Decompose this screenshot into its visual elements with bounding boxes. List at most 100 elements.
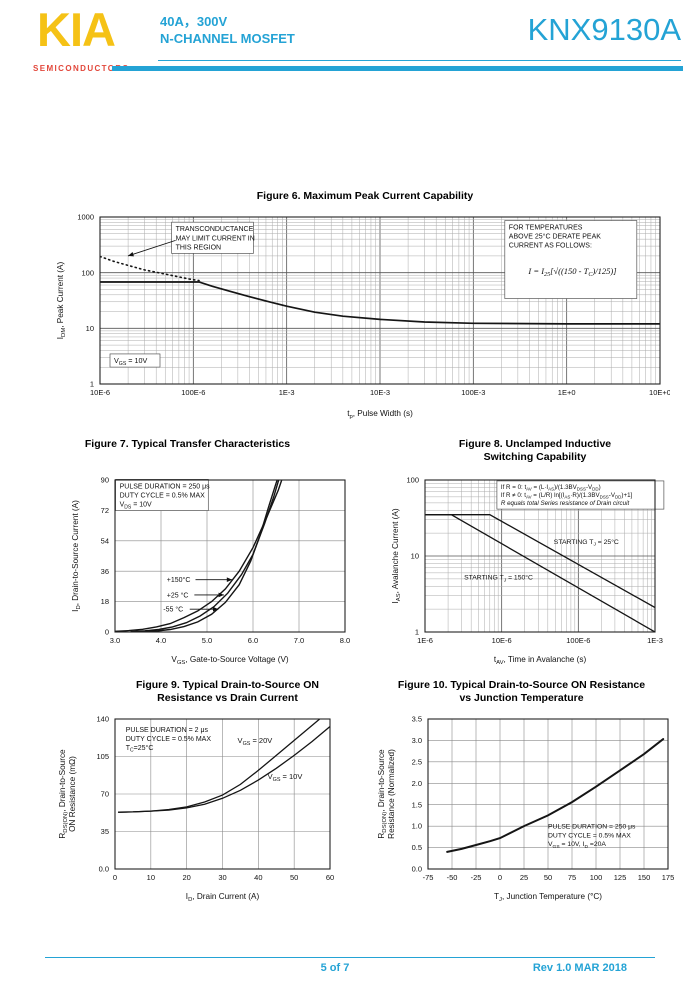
- header-rule-thin: [158, 60, 681, 61]
- svg-text:100E-6: 100E-6: [566, 636, 590, 645]
- svg-text:STARTING TJ = 25°C: STARTING TJ = 25°C: [554, 538, 619, 548]
- rdson-normalized-curve: [446, 738, 665, 853]
- svg-text:105: 105: [96, 752, 109, 761]
- svg-text:25: 25: [520, 873, 528, 882]
- svg-text:5.0: 5.0: [202, 636, 212, 645]
- kia-logo-subtext: SEMICONDUCTORS: [33, 64, 130, 73]
- svg-text:3.0: 3.0: [412, 736, 422, 745]
- figure-6-title: Figure 6. Maximum Peak Current Capabilit…: [256, 190, 474, 202]
- svg-text:DUTY CYCLE = 0.5% MAX: DUTY CYCLE = 0.5% MAX: [126, 736, 212, 743]
- peak-current-limit: [100, 281, 660, 325]
- svg-text:1.0: 1.0: [412, 822, 422, 831]
- fig6-svg: TRANSCONDUCTANCE MAY LIMIT CURRENT IN THIS…: [56, 213, 671, 420]
- svg-text:7.0: 7.0: [294, 636, 304, 645]
- curve-minus-55C: [141, 480, 278, 632]
- svg-text:1000: 1000: [77, 213, 94, 222]
- svg-text:72: 72: [101, 506, 109, 515]
- svg-text:10E-6: 10E-6: [492, 636, 512, 645]
- svg-text:10E-6: 10E-6: [90, 388, 110, 397]
- svg-text:ON Resistance (mΩ): ON Resistance (mΩ): [68, 756, 77, 832]
- svg-text:0.0: 0.0: [99, 865, 109, 874]
- svg-text:VGS = 10V: VGS = 10V: [268, 772, 303, 783]
- svg-text:1E-6: 1E-6: [417, 636, 433, 645]
- svg-text:PULSE DURATION = 2 μs: PULSE DURATION = 2 μs: [126, 727, 209, 734]
- svg-text:RDS(ON), Drain-to-Source: RDS(ON), Drain-to-Source: [377, 749, 388, 839]
- fig7-svg: PULSE DURATION = 250 μs DUTY CYCLE = 0.5%…: [71, 476, 350, 666]
- figure-8-title: Figure 8. Unclamped Inductive Switching …: [458, 438, 612, 463]
- svg-text:CURRENT AS FOLLOWS:: CURRENT AS FOLLOWS:: [509, 243, 592, 250]
- svg-text:DUTY CYCLE = 0.5% MAX: DUTY CYCLE = 0.5% MAX: [548, 832, 631, 839]
- svg-text:FOR TEMPERATURES: FOR TEMPERATURES: [509, 225, 583, 232]
- svg-text:1: 1: [415, 628, 419, 637]
- figure-9-chart: PULSE DURATION = 2 μs DUTY CYCLE = 0.5% M…: [45, 713, 360, 910]
- svg-text:THIS REGION: THIS REGION: [176, 244, 222, 251]
- figure-7-chart: PULSE DURATION = 250 μs DUTY CYCLE = 0.5%…: [45, 472, 360, 675]
- svg-text:TRANSCONDUCTANCE: TRANSCONDUCTANCE: [176, 226, 254, 233]
- svg-text:175: 175: [662, 873, 675, 882]
- svg-text:75: 75: [568, 873, 576, 882]
- svg-text:-75: -75: [423, 873, 434, 882]
- device-rating: 40A，300V: [160, 14, 228, 29]
- figure-9: Figure 9. Typical Drain-to-Source ON Res…: [45, 679, 360, 910]
- svg-text:-50: -50: [447, 873, 458, 882]
- part-number: KNX9130A: [527, 12, 681, 47]
- svg-text:20: 20: [182, 873, 190, 882]
- svg-text:RDS(ON), Drain-to-Source: RDS(ON), Drain-to-Source: [58, 749, 69, 839]
- svg-text:STARTING TJ = 150°C: STARTING TJ = 150°C: [464, 574, 533, 584]
- svg-text:0: 0: [105, 628, 109, 637]
- svg-text:2.5: 2.5: [412, 757, 422, 766]
- svg-text:100: 100: [590, 873, 603, 882]
- svg-text:PULSE DURATION = 250 μs: PULSE DURATION = 250 μs: [548, 824, 636, 831]
- starting-tj-150C: [425, 514, 655, 632]
- svg-text:100: 100: [81, 268, 94, 277]
- svg-text:ABOVE 25°C DERATE PEAK: ABOVE 25°C DERATE PEAK: [509, 233, 601, 241]
- figure-10: Figure 10. Typical Drain-to-Source ON Re…: [370, 679, 688, 910]
- svg-text:IDM, Peak Current (A): IDM, Peak Current (A): [56, 262, 67, 340]
- svg-text:6.0: 6.0: [248, 636, 258, 645]
- device-summary: 40A，300V N-CHANNEL MOSFET: [160, 13, 295, 47]
- svg-text:70: 70: [101, 790, 109, 799]
- svg-text:ID, Drain-to-Source Current (A: ID, Drain-to-Source Current (A): [71, 500, 82, 612]
- svg-text:Resistance (Normalized): Resistance (Normalized): [387, 749, 396, 839]
- page-number: 5 of 7: [320, 962, 350, 974]
- svg-text:50: 50: [544, 873, 552, 882]
- svg-text:DUTY CYCLE = 0.5% MAX: DUTY CYCLE = 0.5% MAX: [120, 492, 206, 499]
- svg-text:54: 54: [101, 536, 109, 545]
- transconductance-limited-region: [100, 255, 200, 282]
- svg-text:0.0: 0.0: [412, 865, 422, 874]
- svg-text:150: 150: [638, 873, 651, 882]
- svg-text:90: 90: [101, 476, 109, 485]
- svg-text:60: 60: [326, 873, 334, 882]
- svg-text:R equals total Series resistan: R equals total Series resistance of Drai…: [501, 500, 630, 507]
- svg-text:-55 °C: -55 °C: [163, 606, 183, 614]
- device-type: N-CHANNEL MOSFET: [160, 31, 295, 46]
- starting-tj-25C: [425, 514, 655, 609]
- figure-8-chart: If R = 0: tAV = (L·IAS)/(1.3BVDSS-VDD) If…: [385, 472, 685, 675]
- svg-text:2.0: 2.0: [412, 779, 422, 788]
- svg-text:VGS, Gate-to-Source Voltage (V: VGS, Gate-to-Source Voltage (V): [171, 655, 289, 666]
- figure-6-chart: TRANSCONDUCTANCE MAY LIMIT CURRENT IN THIS…: [35, 209, 671, 434]
- svg-text:10: 10: [411, 552, 419, 561]
- svg-text:40: 40: [254, 873, 262, 882]
- svg-text:10E+0: 10E+0: [649, 388, 670, 397]
- svg-text:TJ, Junction Temperature (°C): TJ, Junction Temperature (°C): [494, 892, 602, 903]
- svg-text:10E-3: 10E-3: [370, 388, 390, 397]
- svg-text:PULSE DURATION = 250 μs: PULSE DURATION = 250 μs: [120, 483, 211, 490]
- svg-text:100E-6: 100E-6: [181, 388, 205, 397]
- svg-text:30: 30: [218, 873, 226, 882]
- figure-9-title: Figure 9. Typical Drain-to-Source ON Res…: [135, 679, 319, 704]
- figure-7-title: Figure 7. Typical Transfer Characteristi…: [84, 438, 291, 450]
- svg-text:+25 °C: +25 °C: [167, 591, 189, 599]
- svg-text:10: 10: [86, 324, 94, 333]
- svg-text:3.0: 3.0: [110, 636, 120, 645]
- svg-text:1.5: 1.5: [412, 800, 422, 809]
- svg-text:tAV, Time in Avalanche (s): tAV, Time in Avalanche (s): [494, 655, 587, 666]
- svg-text:18: 18: [101, 597, 109, 606]
- curve-plus-25C: [130, 480, 280, 632]
- svg-text:1E-3: 1E-3: [647, 636, 663, 645]
- svg-text:IAS, Avalanche Current (A): IAS, Avalanche Current (A): [391, 508, 402, 603]
- svg-text:1E-3: 1E-3: [279, 388, 295, 397]
- svg-text:VGS = 10V: VGS = 10V: [114, 356, 147, 367]
- svg-text:TC=25°C: TC=25°C: [126, 744, 154, 754]
